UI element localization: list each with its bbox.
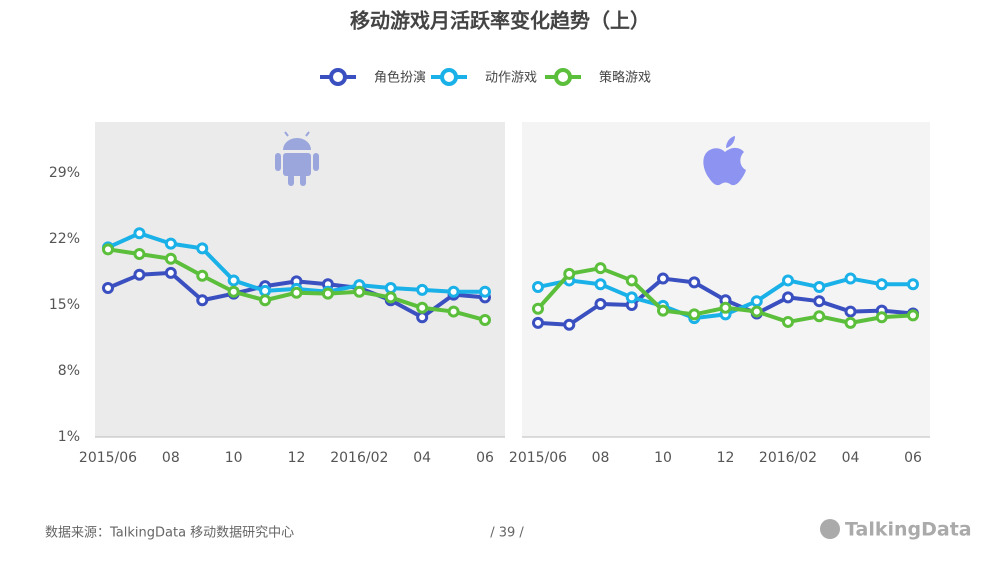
point [594, 278, 607, 291]
point [447, 305, 460, 318]
point [532, 281, 544, 294]
x-tick-label: 10 [225, 450, 243, 466]
point [563, 318, 576, 331]
point [196, 242, 209, 255]
x-tick-label: 08 [592, 450, 610, 466]
point [844, 305, 857, 318]
point [133, 248, 146, 261]
point [844, 316, 857, 329]
point [625, 291, 638, 304]
x-tick-label: 04 [413, 450, 431, 466]
point [782, 274, 794, 287]
android-icon [275, 131, 319, 186]
point [259, 284, 272, 297]
title: 移动游戏月活跃率变化趋势（上） [350, 9, 650, 33]
point [479, 285, 491, 298]
point [532, 316, 544, 329]
x-tick-label: 04 [842, 450, 860, 466]
point [594, 262, 607, 275]
point [625, 274, 638, 287]
point [290, 286, 303, 299]
point [133, 268, 146, 281]
legend-label: 动作游戏 [485, 71, 537, 86]
x-tick-label: 06 [476, 450, 494, 466]
x-tick-label: 2016/02 [330, 450, 388, 466]
x-tick-label: 10 [654, 450, 672, 466]
point [657, 272, 669, 285]
y-tick-label: 29% [49, 165, 80, 181]
point [164, 252, 177, 265]
point [750, 295, 763, 308]
point [875, 278, 888, 291]
point [164, 266, 177, 279]
point [813, 295, 826, 308]
point [719, 301, 732, 314]
point [416, 283, 429, 296]
point [384, 281, 397, 294]
point [688, 308, 701, 321]
y-tick-label: 8% [58, 363, 80, 379]
logo: TalkingData [845, 519, 972, 541]
point [532, 302, 544, 315]
point [321, 287, 334, 300]
point [133, 227, 146, 240]
point [416, 301, 429, 314]
point [196, 269, 209, 282]
apple-icon [703, 136, 746, 186]
legend-label: 角色扮演 [374, 70, 426, 86]
point [907, 278, 919, 291]
y-tick-label: 22% [49, 231, 80, 247]
legend-label: 策略游戏 [599, 70, 651, 86]
point [813, 310, 826, 323]
x-tick-label: 2015/06 [79, 450, 137, 466]
point [657, 304, 669, 317]
point [164, 237, 177, 250]
point [907, 309, 919, 322]
source: 数据来源：TalkingData 移动数据研究中心 [45, 526, 294, 541]
point [844, 272, 857, 285]
point [688, 276, 701, 289]
y-tick-label: 15% [49, 297, 80, 313]
point [813, 281, 826, 294]
point [102, 281, 114, 294]
point [447, 285, 460, 298]
page-number: / 39 / [490, 526, 524, 541]
x-tick-label: 12 [717, 450, 735, 466]
point [196, 294, 209, 307]
point [563, 267, 576, 280]
point [416, 311, 429, 324]
point [594, 298, 607, 311]
point [782, 291, 794, 304]
point [782, 315, 794, 328]
x-tick-label: 2015/06 [509, 450, 567, 466]
point [259, 294, 272, 307]
x-tick-label: 06 [904, 450, 922, 466]
point [353, 285, 366, 298]
logo-icon [820, 519, 840, 539]
point [479, 314, 491, 327]
point [750, 305, 763, 318]
legend-marker [554, 68, 572, 86]
point [227, 285, 240, 298]
point [102, 243, 114, 256]
point [227, 274, 240, 287]
point [875, 311, 888, 324]
x-tick-label: 12 [288, 450, 306, 466]
x-tick-label: 08 [162, 450, 180, 466]
x-tick-label: 2016/02 [759, 450, 817, 466]
point [384, 291, 397, 304]
legend-marker [440, 68, 458, 86]
legend-marker [329, 68, 347, 86]
y-tick-label: 1% [58, 429, 80, 445]
